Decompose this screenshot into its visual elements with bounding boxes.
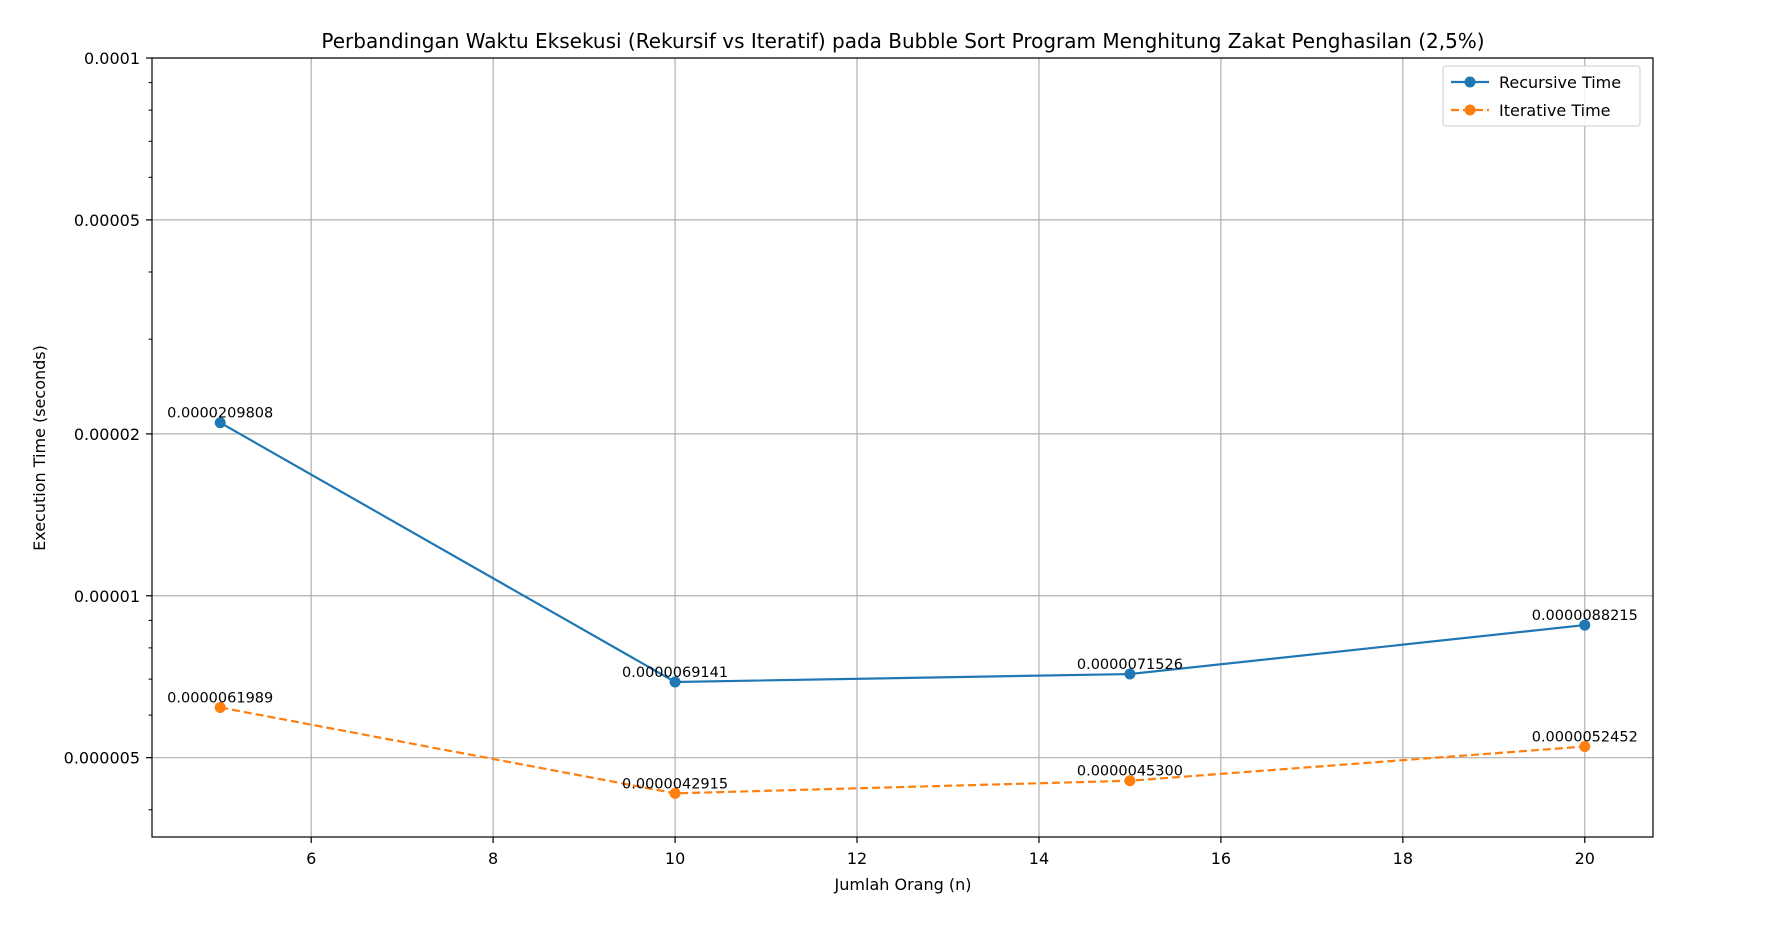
x-tick-label: 16 <box>1211 849 1231 868</box>
data-labels: 0.0000209808 0.0000069141 0.0000071526 0.00… <box>167 406 1638 793</box>
data-point <box>1579 619 1591 631</box>
legend-label: Iterative Time <box>1499 101 1611 120</box>
legend-box <box>1442 65 1641 127</box>
x-tick-label: 10 <box>665 849 685 868</box>
data-point <box>214 701 226 713</box>
data-label: 0.0000042915 <box>622 776 728 792</box>
axes: 6 8 10 12 14 16 18 20 0.000005 0.00001 0.00002 0.00… <box>64 49 1595 868</box>
data-label: 0.0000209808 <box>167 406 273 422</box>
x-tick-label: 6 <box>306 849 316 868</box>
plot-frame <box>151 57 1654 838</box>
y-tick-label: 0.00001 <box>74 587 140 606</box>
data-label: 0.0000045300 <box>1077 764 1183 780</box>
data-label: 0.0000052452 <box>1532 729 1638 745</box>
data-label: 0.0000088215 <box>1532 608 1638 624</box>
data-point <box>669 787 681 799</box>
data-point <box>214 417 226 429</box>
data-label: 0.0000069141 <box>622 665 728 681</box>
series-line-recursive <box>219 421 1585 684</box>
series-lines <box>219 421 1585 795</box>
y-tick-label: 0.000005 <box>64 749 140 768</box>
y-tick-label: 0.0001 <box>84 49 140 68</box>
legend-swatch-marker <box>1464 104 1476 116</box>
x-tick-label: 12 <box>847 849 867 868</box>
series-line-iterative <box>220 706 1585 795</box>
data-point <box>1124 775 1136 787</box>
x-tick-label: 20 <box>1575 849 1595 868</box>
data-label: 0.0000071526 <box>1077 657 1183 673</box>
legend-swatch-marker <box>1464 76 1476 88</box>
x-tick-label: 14 <box>1029 849 1049 868</box>
data-point <box>1124 668 1136 680</box>
data-point <box>1579 740 1591 752</box>
data-label: 0.0000061989 <box>167 690 273 706</box>
y-tick-label: 0.00002 <box>74 425 140 444</box>
data-point <box>669 676 681 688</box>
data-markers <box>214 417 1591 799</box>
x-tick-label: 18 <box>1393 849 1413 868</box>
chart-title: Perbandingan Waktu Eksekusi (Rekursif vs… <box>321 29 1484 53</box>
legend-label: Recursive Time <box>1499 73 1621 92</box>
x-axis-label: Jumlah Orang (n) <box>834 875 972 894</box>
y-axis-label: Execution Time (seconds) <box>30 345 49 551</box>
y-tick-label: 0.00005 <box>74 211 140 230</box>
x-tick-label: 8 <box>488 849 498 868</box>
legend: Recursive Time Iterative Time <box>1442 65 1641 127</box>
